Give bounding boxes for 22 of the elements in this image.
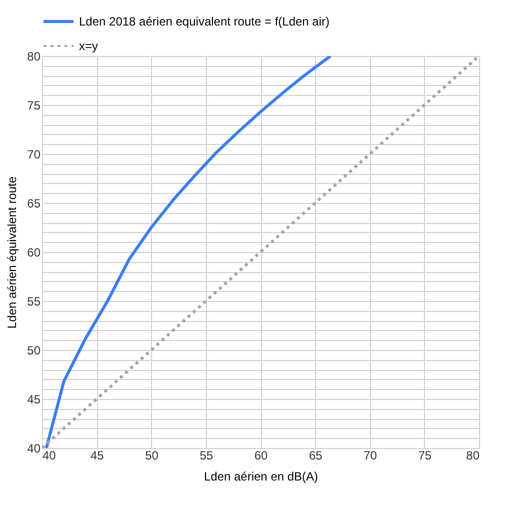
x-tick-label: 60 <box>254 448 268 462</box>
x-tick-label: 70 <box>364 448 378 462</box>
x-axis-title: Lden aérien en dB(A) <box>204 470 318 484</box>
legend-label: Lden 2018 aérien equivalent route = f(Lden air) <box>79 14 330 28</box>
x-tick-label: 55 <box>200 448 214 462</box>
x-tick-label: 40 <box>42 448 56 462</box>
legend-label: x=y <box>79 39 98 53</box>
y-tick-label: 80 <box>27 50 41 64</box>
y-tick-label: 60 <box>27 246 41 260</box>
x-tick-label: 80 <box>466 448 480 462</box>
line-series <box>44 56 332 448</box>
y-tick-label: 70 <box>27 148 41 162</box>
y-tick-label: 55 <box>27 294 41 308</box>
x-tick-label: 75 <box>418 448 432 462</box>
x-tick-label: 65 <box>308 448 323 462</box>
y-tick-label: 65 <box>27 196 41 210</box>
y-tick-label: 45 <box>27 392 41 406</box>
y-axis-title: Lden aérien équivalent route <box>5 176 20 329</box>
y-tick-label: 75 <box>27 98 41 112</box>
x-tick-label: 45 <box>90 448 104 462</box>
x-tick-label: 50 <box>145 448 159 462</box>
y-tick-label: 50 <box>27 344 41 358</box>
